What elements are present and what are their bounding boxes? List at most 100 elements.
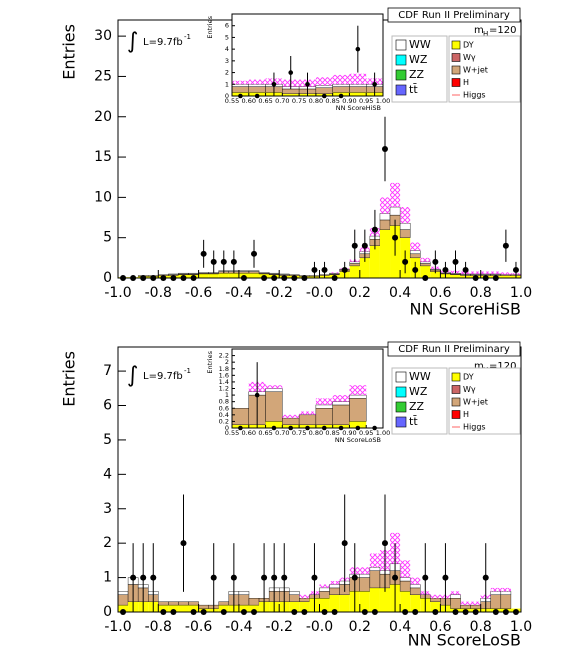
signal-bar <box>299 594 310 599</box>
title-box <box>387 7 521 23</box>
data-point <box>371 226 378 233</box>
y-tick-label: 1 <box>103 570 112 586</box>
y-tick-label: 2 <box>103 535 112 551</box>
signal-bar <box>410 577 421 585</box>
x-tick-label: -0.2 <box>266 285 293 301</box>
background-bar <box>315 404 333 409</box>
data-point <box>220 258 227 265</box>
background-bar <box>248 84 266 87</box>
background-bar <box>379 587 391 612</box>
background-bar <box>299 598 310 602</box>
signal-bar <box>248 79 266 85</box>
background-bar <box>430 271 441 278</box>
y-tick-label: 1.6 <box>219 371 229 379</box>
background-bar <box>248 270 260 272</box>
legend-swatch <box>395 69 407 81</box>
data-point <box>261 574 268 581</box>
y-tick-label: 2 <box>225 358 229 366</box>
background-bar <box>298 414 317 425</box>
y-tick-label: 2.2 <box>219 352 229 360</box>
background-bar <box>399 577 411 582</box>
legend-swatch <box>451 397 461 407</box>
legend-label: WW <box>409 38 431 51</box>
background-bar <box>299 601 310 612</box>
signal-bar <box>299 411 316 415</box>
background-bar <box>332 84 350 87</box>
x-tick-label: -1.0 <box>104 619 131 635</box>
data-point <box>482 574 489 581</box>
legend-label: DY <box>463 41 474 50</box>
signal-bar <box>359 567 370 575</box>
data-point <box>311 574 318 581</box>
background-bar <box>329 587 340 595</box>
data-point <box>150 574 157 581</box>
legend-swatch <box>395 39 407 51</box>
legend-label: WZ <box>409 385 428 398</box>
data-point <box>230 258 237 265</box>
data-point <box>402 258 409 265</box>
background-bar <box>265 391 283 422</box>
y-axis-label: Entries <box>206 15 214 38</box>
data-point <box>230 574 237 581</box>
legend-label: ZZ <box>409 68 425 81</box>
background-bar <box>359 257 370 278</box>
background-bar <box>188 601 199 606</box>
legend-label: H <box>463 78 469 87</box>
data-point <box>251 250 258 257</box>
background-bar <box>349 261 361 264</box>
x-tick-label: -0.2 <box>266 619 293 635</box>
background-bar <box>332 401 350 406</box>
legend-swatch <box>451 410 461 419</box>
background-bar <box>329 594 340 612</box>
background-bar <box>399 222 411 230</box>
background-bar <box>315 85 333 89</box>
signal-bar <box>430 594 441 599</box>
x-axis-label: NN ScoreHiSB <box>336 104 381 112</box>
signal-bar <box>282 414 300 419</box>
signal-bar <box>349 73 367 85</box>
background-bar <box>158 605 169 612</box>
signal-bar <box>490 271 501 274</box>
background-bar <box>410 594 421 612</box>
background-bar <box>349 86 367 93</box>
background-bar <box>399 229 411 238</box>
background-bar <box>480 273 491 275</box>
chart-title: CDF Run II Preliminary <box>398 10 510 21</box>
background-bar <box>329 272 340 275</box>
background-bar <box>315 408 333 425</box>
y-axis-label: Entries <box>60 351 79 407</box>
legend-swatch <box>395 401 407 413</box>
background-bar <box>450 594 461 599</box>
data-point <box>462 266 469 273</box>
background-bar <box>218 605 229 612</box>
lumi-label: L=9.7fb <box>143 37 183 48</box>
y-axis-label: Entries <box>60 24 79 80</box>
legend-swatch <box>395 416 407 428</box>
background-bar <box>420 265 431 278</box>
y-tick-label: 0.6 <box>219 404 229 412</box>
background-bar <box>168 601 179 606</box>
data-point <box>392 574 399 581</box>
background-bar <box>289 601 300 612</box>
background-bar <box>168 605 179 612</box>
lumi-symbol: ∫ <box>127 29 138 54</box>
x-tick-label: 0.95 <box>359 97 373 105</box>
x-axis-label: NN ScoreHiSB <box>410 300 521 319</box>
background-bar <box>198 273 209 278</box>
legend-box <box>448 367 521 435</box>
x-tick-label: 0.95 <box>359 429 373 437</box>
y-axis-label: Entries <box>206 350 214 373</box>
background-bar <box>248 86 266 93</box>
data-point <box>392 234 399 241</box>
legend-label: H <box>463 410 469 419</box>
signal-bar <box>349 385 367 396</box>
x-tick-label: -0.6 <box>185 619 212 635</box>
signal-bar <box>470 271 481 274</box>
background-bar <box>359 591 370 612</box>
data-point <box>254 392 260 398</box>
data-point <box>321 266 328 273</box>
data-point <box>180 540 187 547</box>
background-bar <box>349 92 367 96</box>
background-bar <box>238 594 250 606</box>
